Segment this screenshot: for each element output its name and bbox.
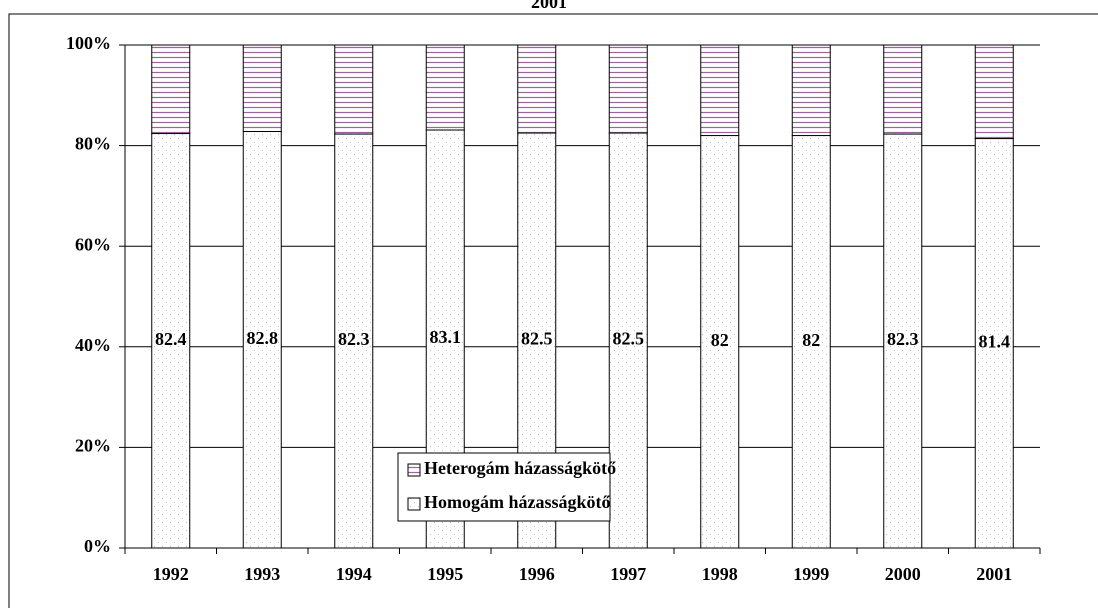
- bar-segment: [242, 44, 282, 133]
- y-tick-label: 60%: [75, 234, 111, 254]
- bar-segment: [974, 44, 1014, 140]
- legend-swatch: [407, 497, 421, 511]
- x-tick-label: 1999: [793, 564, 829, 584]
- data-label: 82: [802, 330, 820, 350]
- bar-segment: [883, 44, 923, 135]
- y-tick-label: 40%: [75, 335, 111, 355]
- bar-segment: [334, 133, 374, 549]
- x-tick-label: 1993: [244, 564, 280, 584]
- x-tick-label: 1998: [702, 564, 738, 584]
- legend-label: Homogám házasságkötő: [424, 492, 611, 512]
- bar-segment: [700, 44, 740, 137]
- data-label: 82.5: [613, 329, 645, 349]
- data-label: 82.5: [521, 329, 553, 349]
- frame: [8, 13, 1098, 608]
- data-label: 82.3: [338, 329, 370, 349]
- legend-swatch: [407, 463, 421, 477]
- x-tick-label: 1994: [336, 564, 372, 584]
- chart-title: 2001: [531, 0, 567, 12]
- bar-segment: [425, 44, 465, 131]
- bar-segment: [700, 135, 740, 549]
- y-tick-label: 20%: [75, 436, 111, 456]
- x-tick-label: 1996: [519, 564, 555, 584]
- data-label: 82: [711, 330, 729, 350]
- bar-segment: [974, 138, 1014, 549]
- bar-segment: [791, 135, 831, 549]
- legend-label: Heterogám házasságkötő: [424, 458, 616, 478]
- y-tick-label: 0%: [84, 536, 111, 556]
- x-tick-label: 1995: [427, 564, 463, 584]
- bar-segment: [242, 131, 282, 549]
- y-tick-label: 100%: [66, 33, 111, 53]
- data-label: 81.4: [979, 331, 1011, 351]
- x-tick-label: 2000: [885, 564, 921, 584]
- bar-segment: [608, 44, 648, 134]
- bar-segment: [791, 44, 831, 137]
- bar-segment: [517, 44, 557, 134]
- data-label: 83.1: [430, 327, 462, 347]
- x-tick-label: 2001: [976, 564, 1012, 584]
- y-tick-label: 80%: [75, 134, 111, 154]
- data-label: 82.4: [155, 329, 187, 349]
- bar-segment: [334, 44, 374, 135]
- x-tick-label: 1997: [610, 564, 646, 584]
- data-label: 82.3: [887, 329, 919, 349]
- bar-segment: [151, 44, 191, 135]
- x-tick-label: 1992: [153, 564, 189, 584]
- data-label: 82.8: [247, 328, 279, 348]
- bar-segment: [883, 133, 923, 549]
- legend: [397, 452, 611, 522]
